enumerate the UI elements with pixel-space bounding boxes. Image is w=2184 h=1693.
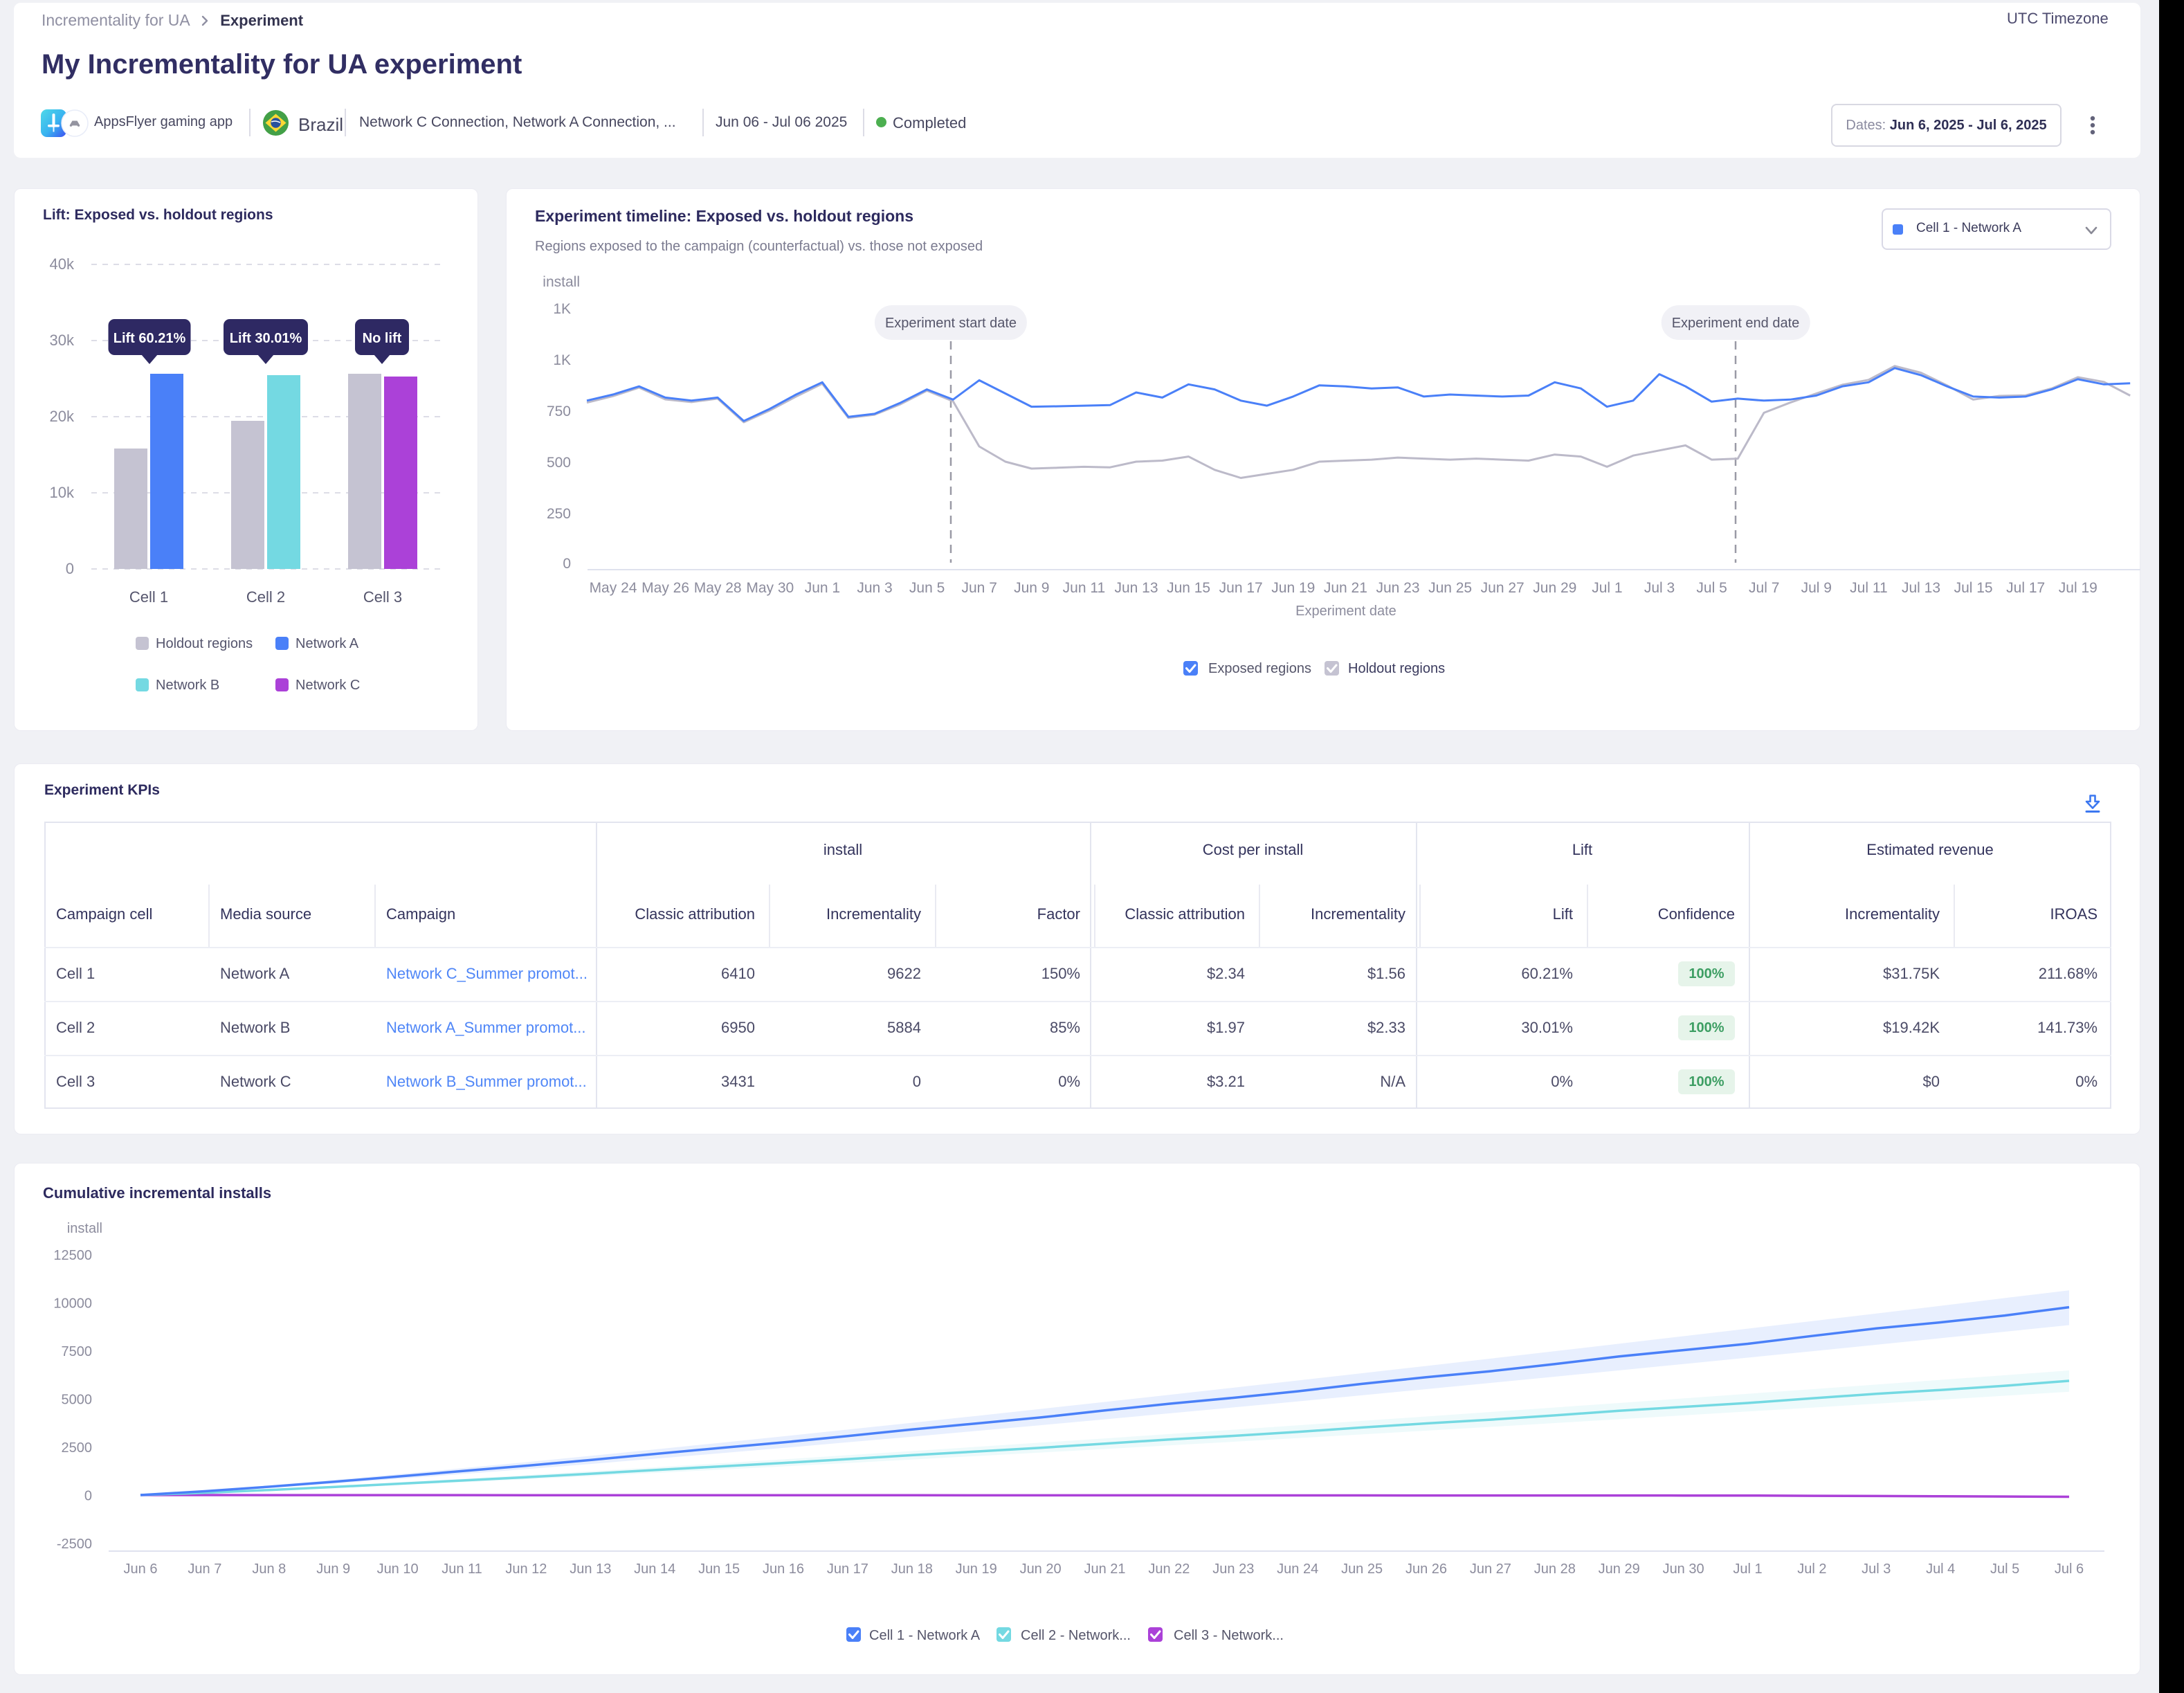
svg-text:Jun 28: Jun 28 xyxy=(1534,1561,1576,1577)
svg-text:Holdout regions: Holdout regions xyxy=(156,636,253,651)
svg-text:0: 0 xyxy=(66,560,74,577)
svg-text:0: 0 xyxy=(84,1489,92,1504)
svg-text:Jun 27: Jun 27 xyxy=(1470,1561,1511,1577)
svg-text:Jun 29: Jun 29 xyxy=(1533,580,1576,596)
svg-text:Jun 12: Jun 12 xyxy=(505,1561,547,1577)
svg-text:Jun 30: Jun 30 xyxy=(1663,1561,1704,1577)
svg-text:May 30: May 30 xyxy=(746,580,794,596)
svg-text:Jun 23: Jun 23 xyxy=(1212,1561,1254,1577)
svg-text:Jul 19: Jul 19 xyxy=(2059,580,2097,596)
svg-text:May 26: May 26 xyxy=(641,580,689,596)
svg-text:7500: 7500 xyxy=(62,1344,93,1359)
svg-text:Cell 2: Cell 2 xyxy=(246,588,285,606)
svg-text:5000: 5000 xyxy=(62,1393,93,1408)
svg-text:Cell 2 - Network...: Cell 2 - Network... xyxy=(1021,1628,1131,1643)
svg-text:Jul 15: Jul 15 xyxy=(1954,580,1993,596)
svg-text:Jun 20: Jun 20 xyxy=(1020,1561,1062,1577)
svg-text:Jun 21: Jun 21 xyxy=(1324,580,1367,596)
svg-text:Jun 19: Jun 19 xyxy=(956,1561,997,1577)
svg-text:Cell 3 - Network...: Cell 3 - Network... xyxy=(1174,1628,1284,1643)
svg-text:Jun 15: Jun 15 xyxy=(698,1561,740,1577)
svg-text:Jul 6: Jul 6 xyxy=(2055,1561,2084,1577)
svg-text:30k: 30k xyxy=(50,332,75,349)
svg-text:Experiment date: Experiment date xyxy=(1295,604,1396,619)
svg-text:Network C: Network C xyxy=(295,678,360,693)
svg-text:Jun 6: Jun 6 xyxy=(124,1561,158,1577)
svg-text:-2500: -2500 xyxy=(57,1537,92,1552)
svg-text:Jun 25: Jun 25 xyxy=(1341,1561,1383,1577)
svg-text:Lift 60.21%: Lift 60.21% xyxy=(113,331,186,346)
svg-text:Jun 17: Jun 17 xyxy=(827,1561,868,1577)
svg-text:Exposed regions: Exposed regions xyxy=(1208,661,1311,676)
svg-text:Jun 21: Jun 21 xyxy=(1084,1561,1125,1577)
svg-text:2500: 2500 xyxy=(62,1440,93,1456)
svg-text:Jun 13: Jun 13 xyxy=(1114,580,1158,596)
svg-text:Lift 30.01%: Lift 30.01% xyxy=(230,331,302,346)
svg-text:1K: 1K xyxy=(553,352,571,368)
svg-text:1K: 1K xyxy=(553,301,571,317)
svg-text:Jun 19: Jun 19 xyxy=(1271,580,1315,596)
svg-text:Jun 24: Jun 24 xyxy=(1277,1561,1318,1577)
svg-text:Jul 9: Jul 9 xyxy=(1801,580,1832,596)
svg-text:May 28: May 28 xyxy=(694,580,742,596)
svg-text:Jun 25: Jun 25 xyxy=(1428,580,1472,596)
svg-text:Network B: Network B xyxy=(156,678,219,693)
svg-text:Jun 11: Jun 11 xyxy=(442,1561,482,1577)
svg-text:10000: 10000 xyxy=(53,1296,92,1312)
svg-text:Jun 26: Jun 26 xyxy=(1405,1561,1447,1577)
svg-text:Jul 4: Jul 4 xyxy=(1926,1561,1955,1577)
svg-text:10k: 10k xyxy=(50,484,75,501)
svg-text:Cell 1: Cell 1 xyxy=(129,588,168,606)
svg-text:Jun 17: Jun 17 xyxy=(1219,580,1263,596)
svg-text:Jun 23: Jun 23 xyxy=(1376,580,1419,596)
svg-text:Jun 27: Jun 27 xyxy=(1481,580,1525,596)
svg-text:Jul 13: Jul 13 xyxy=(1902,580,1940,596)
svg-text:Cell 1 - Network A: Cell 1 - Network A xyxy=(869,1628,981,1643)
svg-text:Jul 2: Jul 2 xyxy=(1797,1561,1826,1577)
svg-text:Jun 13: Jun 13 xyxy=(570,1561,611,1577)
svg-text:Jun 22: Jun 22 xyxy=(1148,1561,1190,1577)
svg-text:Jul 3: Jul 3 xyxy=(1862,1561,1891,1577)
svg-text:Jun 18: Jun 18 xyxy=(891,1561,933,1577)
svg-text:20k: 20k xyxy=(50,408,75,425)
svg-text:Jun 3: Jun 3 xyxy=(857,580,892,596)
svg-text:500: 500 xyxy=(547,455,571,471)
svg-text:750: 750 xyxy=(547,404,571,419)
svg-text:Network A: Network A xyxy=(295,636,359,651)
svg-text:May 24: May 24 xyxy=(590,580,637,596)
svg-text:Jun 7: Jun 7 xyxy=(188,1561,221,1577)
svg-text:Jun 11: Jun 11 xyxy=(1063,580,1106,596)
svg-text:Cell 3: Cell 3 xyxy=(363,588,402,606)
svg-text:Jun 1: Jun 1 xyxy=(805,580,840,596)
svg-text:0: 0 xyxy=(563,556,571,572)
svg-text:Jul 1: Jul 1 xyxy=(1733,1561,1762,1577)
svg-text:Jun 16: Jun 16 xyxy=(763,1561,804,1577)
svg-text:Experiment start date: Experiment start date xyxy=(885,316,1017,331)
svg-text:40k: 40k xyxy=(50,255,75,273)
svg-text:12500: 12500 xyxy=(53,1248,92,1263)
svg-text:No lift: No lift xyxy=(363,331,402,346)
svg-text:Jul 1: Jul 1 xyxy=(1592,580,1622,596)
svg-text:Jun 9: Jun 9 xyxy=(316,1561,350,1577)
svg-text:Jun 8: Jun 8 xyxy=(252,1561,286,1577)
svg-text:Jul 17: Jul 17 xyxy=(2006,580,2045,596)
svg-text:Jun 9: Jun 9 xyxy=(1014,580,1049,596)
svg-text:Jul 11: Jul 11 xyxy=(1850,580,1887,596)
svg-text:Jun 15: Jun 15 xyxy=(1167,580,1210,596)
svg-text:Jun 29: Jun 29 xyxy=(1599,1561,1640,1577)
svg-text:Jul 3: Jul 3 xyxy=(1644,580,1675,596)
svg-text:Jun 7: Jun 7 xyxy=(962,580,997,596)
svg-text:install: install xyxy=(543,274,580,290)
svg-text:Jun 5: Jun 5 xyxy=(909,580,945,596)
svg-text:Jun 10: Jun 10 xyxy=(377,1561,419,1577)
svg-text:install: install xyxy=(67,1221,102,1236)
svg-text:Jul 5: Jul 5 xyxy=(1990,1561,2019,1577)
svg-text:Jul 7: Jul 7 xyxy=(1749,580,1779,596)
svg-text:250: 250 xyxy=(547,506,571,522)
svg-text:Jul 5: Jul 5 xyxy=(1696,580,1727,596)
svg-text:Holdout regions: Holdout regions xyxy=(1348,661,1445,676)
svg-text:Experiment end date: Experiment end date xyxy=(1672,316,1800,331)
svg-text:Jun 14: Jun 14 xyxy=(634,1561,675,1577)
